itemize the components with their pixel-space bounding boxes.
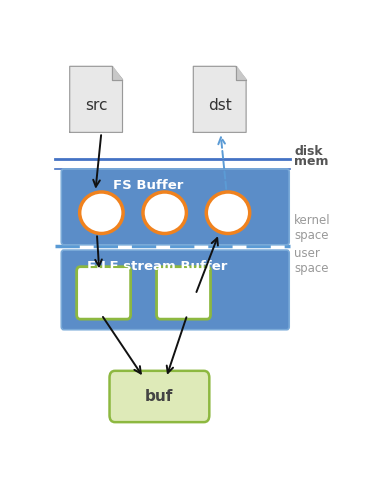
Ellipse shape [143, 192, 186, 234]
Text: dst: dst [208, 98, 231, 114]
Polygon shape [235, 66, 246, 79]
Text: kernel
space: kernel space [294, 214, 331, 242]
FancyBboxPatch shape [156, 267, 210, 319]
Text: FILE stream Buffer: FILE stream Buffer [87, 260, 228, 273]
Polygon shape [112, 66, 123, 79]
Ellipse shape [206, 192, 250, 234]
FancyBboxPatch shape [110, 371, 209, 422]
Text: user
space: user space [294, 247, 329, 275]
Text: disk: disk [294, 145, 323, 158]
Polygon shape [70, 66, 123, 132]
Text: src: src [85, 98, 107, 114]
FancyBboxPatch shape [61, 169, 289, 245]
FancyBboxPatch shape [61, 250, 289, 330]
Text: mem: mem [294, 155, 329, 168]
Polygon shape [193, 66, 246, 132]
Text: buf: buf [145, 389, 173, 404]
Text: FS Buffer: FS Buffer [113, 179, 184, 192]
Ellipse shape [80, 192, 123, 234]
FancyBboxPatch shape [77, 267, 131, 319]
